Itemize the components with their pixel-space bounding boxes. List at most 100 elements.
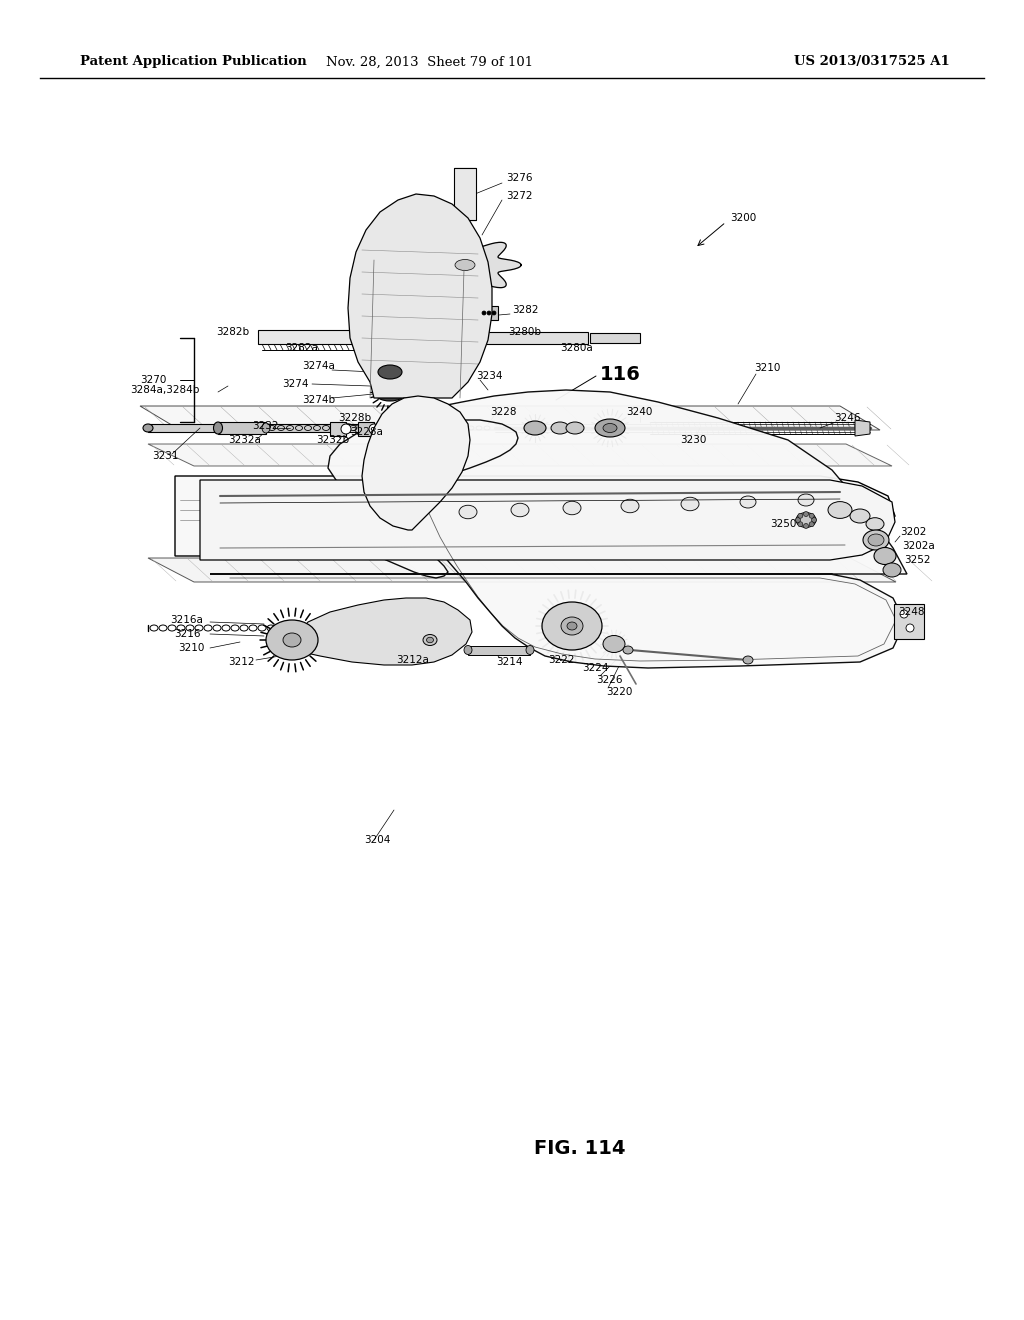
Text: 3214: 3214 <box>496 657 522 667</box>
Text: 3282a: 3282a <box>285 343 317 352</box>
Ellipse shape <box>866 517 884 531</box>
Ellipse shape <box>603 635 625 652</box>
Text: 3210: 3210 <box>754 363 780 374</box>
Text: 3232a: 3232a <box>228 436 261 445</box>
Circle shape <box>341 424 351 434</box>
Text: 3231: 3231 <box>152 451 178 461</box>
Ellipse shape <box>563 502 581 515</box>
Ellipse shape <box>743 656 753 664</box>
Text: 3274: 3274 <box>282 379 308 389</box>
Bar <box>449 333 588 345</box>
Polygon shape <box>362 396 470 531</box>
Circle shape <box>796 517 801 523</box>
Text: 3202a: 3202a <box>902 541 935 550</box>
Ellipse shape <box>566 422 584 434</box>
Text: 3246: 3246 <box>834 413 860 422</box>
Ellipse shape <box>740 496 756 508</box>
Ellipse shape <box>213 422 222 434</box>
Ellipse shape <box>389 424 401 432</box>
Polygon shape <box>348 194 492 399</box>
Ellipse shape <box>374 383 406 401</box>
Bar <box>330 422 346 436</box>
Ellipse shape <box>526 645 534 655</box>
Ellipse shape <box>427 638 433 643</box>
Text: 3220: 3220 <box>606 686 633 697</box>
Polygon shape <box>140 407 880 430</box>
Text: 3248: 3248 <box>898 607 925 616</box>
Bar <box>590 333 640 343</box>
Bar <box>148 424 468 432</box>
Bar <box>258 330 449 345</box>
Polygon shape <box>296 598 472 665</box>
Ellipse shape <box>378 366 402 379</box>
Text: 3272: 3272 <box>506 191 532 201</box>
Circle shape <box>487 312 490 315</box>
Text: 3276: 3276 <box>506 173 532 183</box>
Text: 3270: 3270 <box>140 375 166 385</box>
Bar <box>894 605 924 639</box>
Text: 3250: 3250 <box>770 519 797 529</box>
Text: Nov. 28, 2013  Sheet 79 of 101: Nov. 28, 2013 Sheet 79 of 101 <box>327 55 534 69</box>
Text: 3228a: 3228a <box>350 426 383 437</box>
Text: 3228b: 3228b <box>338 413 371 422</box>
Bar <box>468 645 530 655</box>
Polygon shape <box>148 444 892 466</box>
Circle shape <box>798 521 803 527</box>
Ellipse shape <box>863 531 889 550</box>
Text: 116: 116 <box>600 364 641 384</box>
Circle shape <box>482 312 486 315</box>
Text: 3274b: 3274b <box>302 395 335 405</box>
Ellipse shape <box>423 635 437 645</box>
Ellipse shape <box>681 498 699 511</box>
Ellipse shape <box>883 564 901 577</box>
Circle shape <box>369 424 379 434</box>
Ellipse shape <box>828 502 852 519</box>
Ellipse shape <box>796 512 816 528</box>
Text: 3280b: 3280b <box>508 327 541 337</box>
Ellipse shape <box>595 418 625 437</box>
Ellipse shape <box>262 422 270 433</box>
Polygon shape <box>175 477 895 556</box>
Text: 3280a: 3280a <box>560 343 593 352</box>
Ellipse shape <box>459 506 477 519</box>
Text: 3284a,3284b: 3284a,3284b <box>130 385 200 395</box>
Polygon shape <box>200 480 895 560</box>
Text: 3210: 3210 <box>178 643 205 653</box>
Text: 3204: 3204 <box>364 836 390 845</box>
Text: US 2013/0317525 A1: US 2013/0317525 A1 <box>795 55 950 69</box>
Ellipse shape <box>874 548 896 565</box>
Ellipse shape <box>511 503 529 516</box>
Polygon shape <box>148 558 896 582</box>
Ellipse shape <box>621 499 639 512</box>
Text: 3232: 3232 <box>252 421 279 432</box>
Circle shape <box>492 312 496 315</box>
Ellipse shape <box>623 645 633 653</box>
Text: 3222: 3222 <box>548 655 574 665</box>
Polygon shape <box>210 389 907 668</box>
Circle shape <box>809 521 814 527</box>
Circle shape <box>900 610 908 618</box>
Bar <box>218 422 266 434</box>
Text: 3226: 3226 <box>596 675 623 685</box>
Circle shape <box>804 524 809 528</box>
Ellipse shape <box>143 424 153 432</box>
Bar <box>358 422 374 436</box>
Ellipse shape <box>551 422 569 434</box>
Circle shape <box>811 517 816 523</box>
Ellipse shape <box>603 424 617 433</box>
Text: 3202: 3202 <box>900 527 927 537</box>
Ellipse shape <box>283 634 301 647</box>
Ellipse shape <box>561 616 583 635</box>
Ellipse shape <box>567 622 577 630</box>
Bar <box>454 168 476 220</box>
Text: 3228: 3228 <box>490 407 516 417</box>
Ellipse shape <box>455 260 475 271</box>
Ellipse shape <box>524 421 546 436</box>
Text: 3232b: 3232b <box>316 436 349 445</box>
Bar <box>449 304 478 322</box>
Ellipse shape <box>868 535 884 546</box>
Text: 3216: 3216 <box>174 630 201 639</box>
Ellipse shape <box>542 602 602 649</box>
Ellipse shape <box>444 253 486 277</box>
Circle shape <box>809 513 814 519</box>
